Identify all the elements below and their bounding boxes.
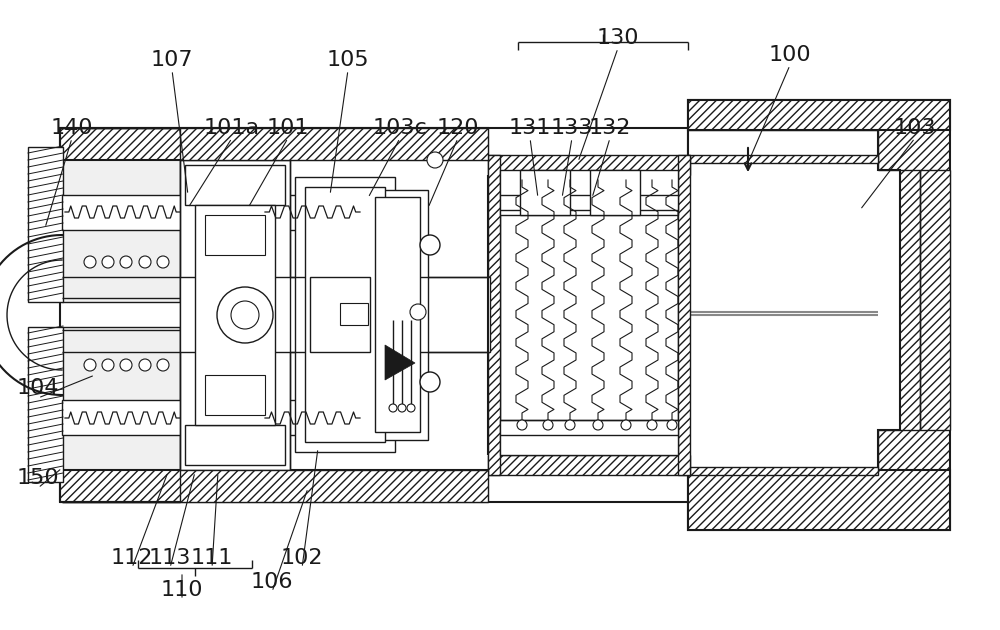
Bar: [500, 420, 678, 455]
Circle shape: [102, 256, 114, 268]
Text: 107: 107: [151, 50, 193, 70]
Bar: [310, 277, 370, 352]
Circle shape: [410, 304, 426, 320]
Bar: [500, 175, 678, 455]
Bar: [185, 425, 285, 465]
Circle shape: [157, 256, 169, 268]
Polygon shape: [385, 345, 415, 380]
Text: 106: 106: [251, 572, 293, 592]
Circle shape: [398, 404, 406, 412]
Bar: [205, 215, 265, 255]
Circle shape: [647, 420, 657, 430]
Bar: [60, 128, 488, 160]
Circle shape: [120, 359, 132, 371]
Bar: [185, 165, 285, 205]
Circle shape: [667, 420, 677, 430]
Circle shape: [120, 256, 132, 268]
Text: 104: 104: [17, 378, 59, 398]
Bar: [500, 170, 678, 215]
Polygon shape: [688, 130, 900, 470]
Bar: [62, 195, 252, 230]
Bar: [488, 455, 690, 475]
Polygon shape: [920, 170, 950, 430]
Text: 110: 110: [161, 580, 203, 600]
Bar: [28, 327, 63, 482]
Text: 111: 111: [191, 548, 233, 568]
Bar: [590, 170, 640, 215]
Circle shape: [543, 420, 553, 430]
Circle shape: [157, 359, 169, 371]
Text: 120: 120: [437, 118, 479, 138]
Bar: [62, 147, 180, 302]
Text: 101a: 101a: [204, 118, 260, 138]
Circle shape: [84, 359, 96, 371]
Text: 130: 130: [597, 28, 639, 48]
Text: 105: 105: [327, 50, 369, 70]
Bar: [520, 170, 570, 215]
Bar: [688, 467, 878, 475]
Bar: [688, 470, 950, 530]
Circle shape: [420, 235, 440, 255]
Circle shape: [420, 372, 440, 392]
Text: 131: 131: [509, 118, 551, 138]
Bar: [195, 205, 275, 425]
Bar: [62, 400, 252, 435]
Text: 101: 101: [267, 118, 309, 138]
Circle shape: [593, 420, 603, 430]
Bar: [678, 155, 690, 475]
Bar: [488, 155, 500, 475]
Circle shape: [407, 404, 415, 412]
Circle shape: [231, 301, 259, 329]
Bar: [28, 147, 63, 302]
Polygon shape: [62, 470, 488, 502]
Text: 102: 102: [281, 548, 323, 568]
Circle shape: [102, 359, 114, 371]
Circle shape: [139, 359, 151, 371]
Bar: [375, 197, 420, 432]
Bar: [688, 155, 878, 163]
Text: 100: 100: [769, 45, 811, 65]
Bar: [262, 400, 367, 435]
Circle shape: [217, 287, 273, 343]
Text: 113: 113: [149, 548, 191, 568]
Text: 132: 132: [589, 118, 631, 138]
Bar: [62, 327, 180, 482]
Bar: [688, 100, 950, 130]
Bar: [295, 177, 395, 452]
Circle shape: [621, 420, 631, 430]
Text: 103: 103: [894, 118, 936, 138]
Bar: [488, 155, 690, 175]
Circle shape: [389, 404, 397, 412]
Bar: [305, 187, 385, 442]
Bar: [205, 375, 265, 415]
Text: 103c: 103c: [373, 118, 427, 138]
Bar: [180, 277, 490, 352]
Text: 140: 140: [51, 118, 93, 138]
Bar: [60, 470, 488, 502]
Circle shape: [427, 152, 443, 168]
Bar: [180, 160, 290, 470]
Text: 133: 133: [551, 118, 593, 138]
Bar: [262, 195, 367, 230]
Circle shape: [139, 256, 151, 268]
Text: 112: 112: [111, 548, 153, 568]
Circle shape: [84, 256, 96, 268]
Circle shape: [565, 420, 575, 430]
Bar: [368, 190, 428, 440]
Circle shape: [517, 420, 527, 430]
Text: 150: 150: [17, 468, 59, 488]
Polygon shape: [62, 128, 488, 160]
Bar: [340, 303, 368, 325]
Polygon shape: [688, 100, 950, 530]
